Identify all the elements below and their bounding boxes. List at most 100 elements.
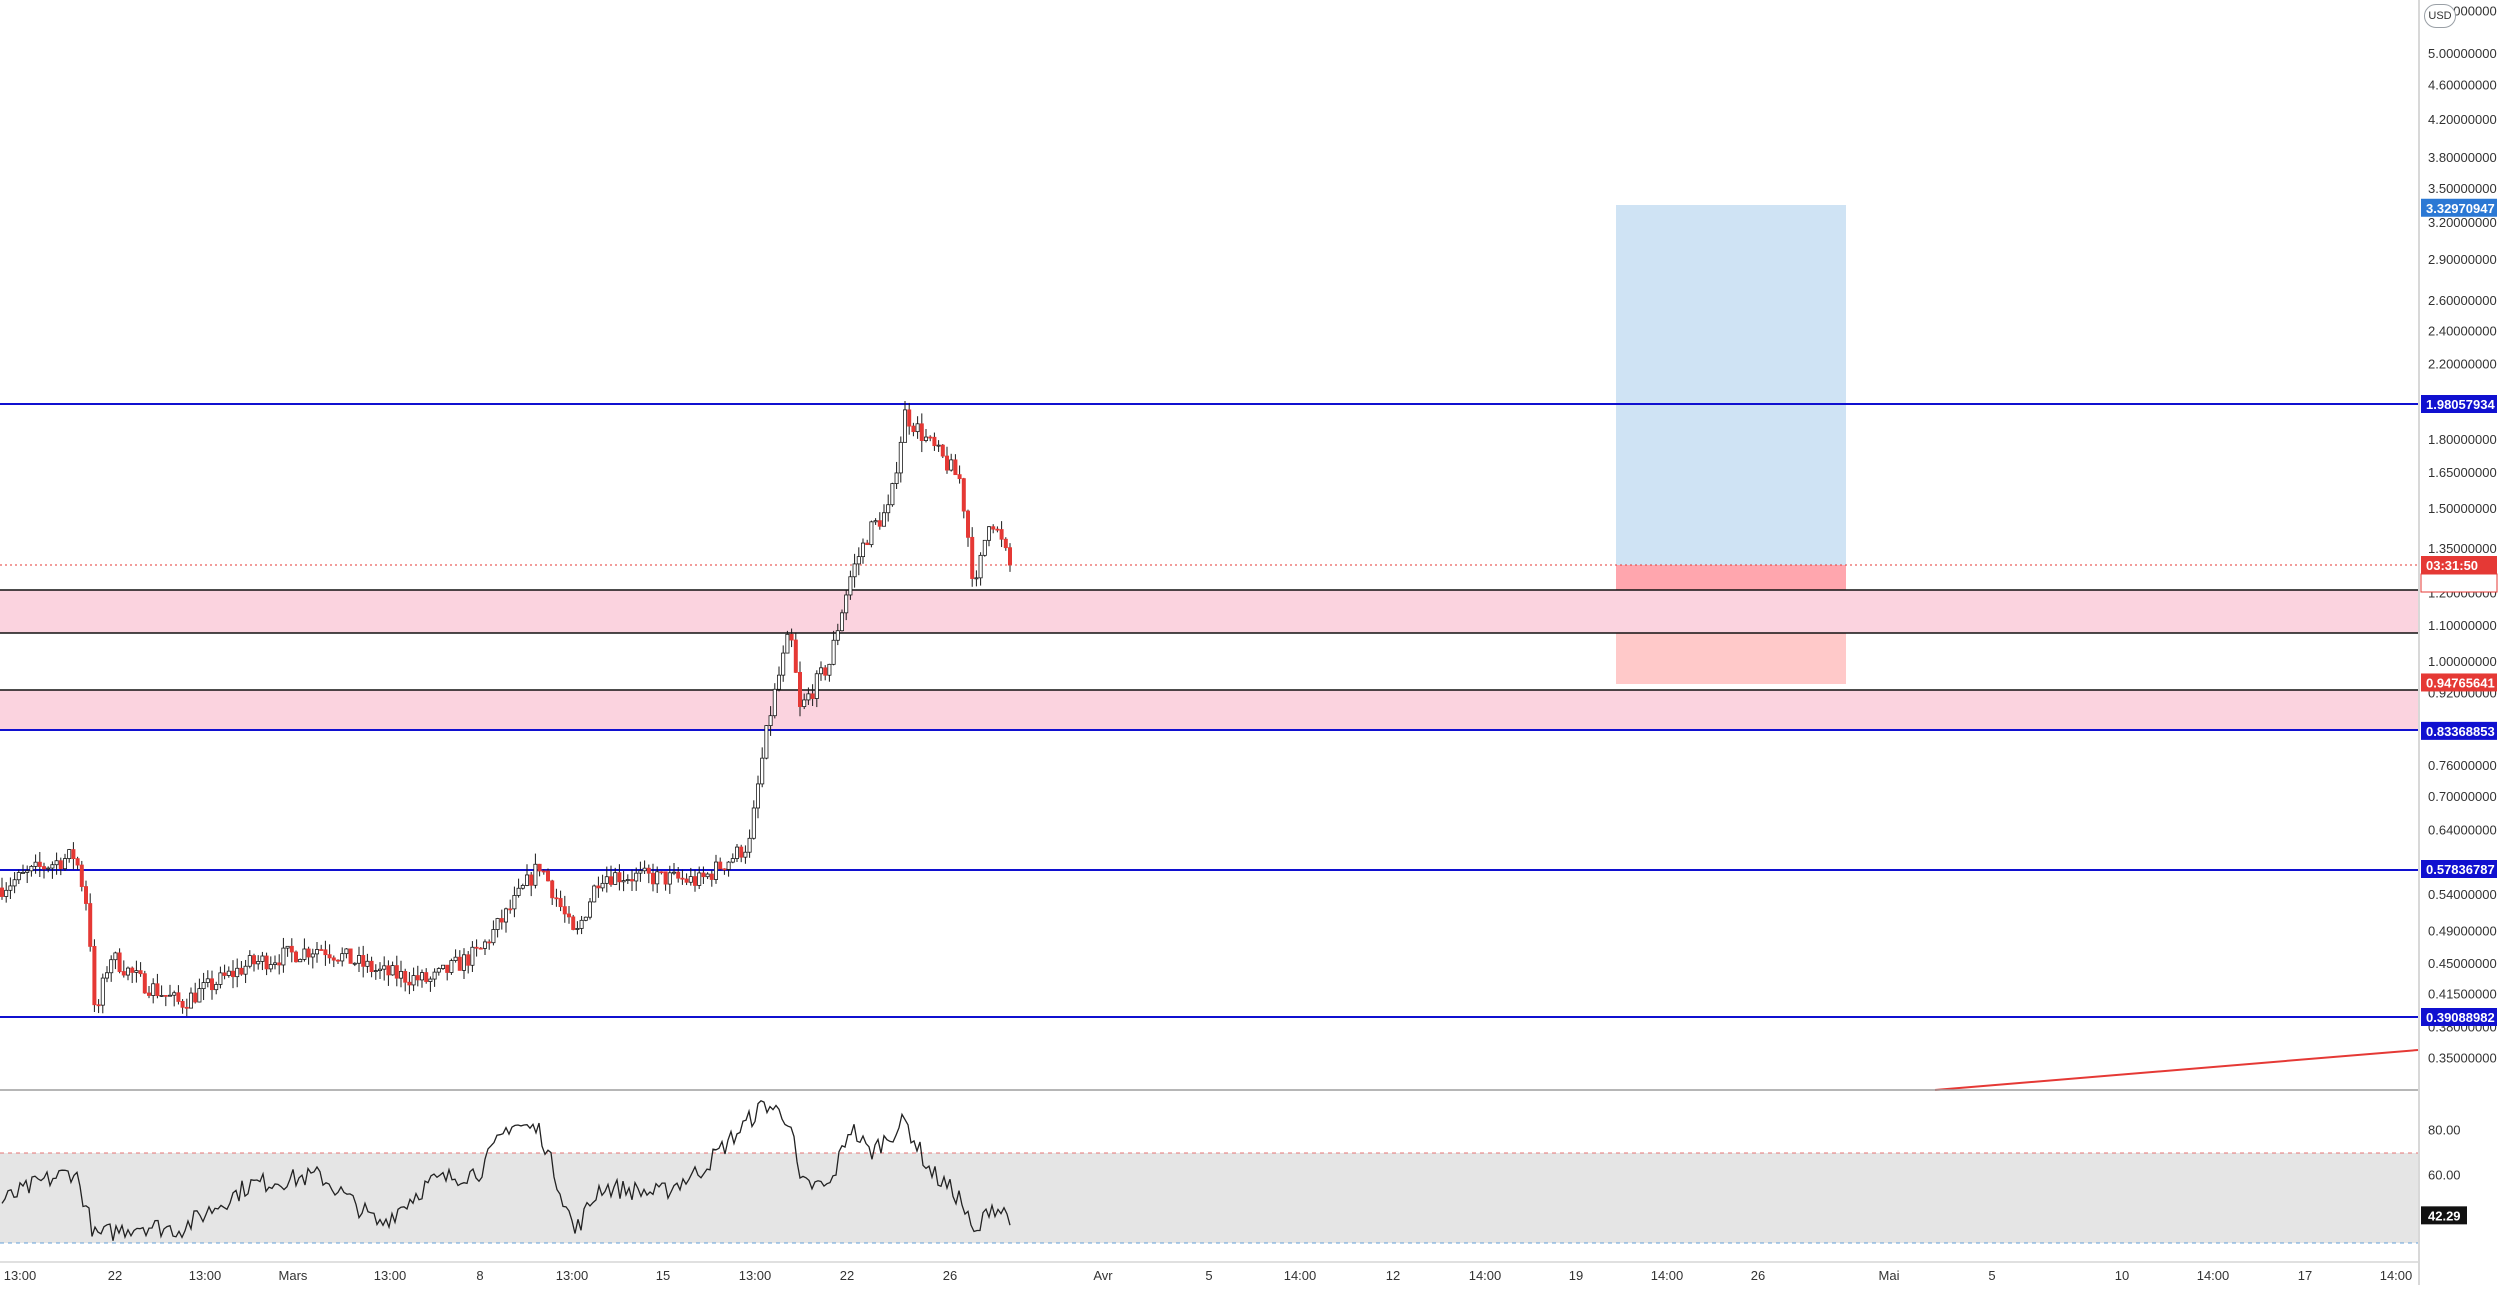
- candle: [777, 666, 782, 692]
- price-axis-label: 1.80000000: [2428, 432, 2497, 447]
- candle: [823, 665, 828, 681]
- candle: [949, 453, 954, 472]
- candle: [886, 494, 891, 522]
- candle: [546, 868, 551, 882]
- support-low-price-tag[interactable]: 0.57836787: [2421, 859, 2497, 878]
- time-axis-label: Avr: [1093, 1268, 1113, 1283]
- candle: [991, 524, 996, 534]
- candle: [940, 443, 945, 459]
- candle: [588, 898, 593, 920]
- candle: [600, 874, 605, 892]
- resistance-price-tag[interactable]: 1.98057934: [2421, 395, 2497, 413]
- candle: [957, 465, 962, 484]
- current-price-tag[interactable]: 1.29283229: [2420, 573, 2498, 593]
- support-mid-price-tag[interactable]: 0.83368853: [2421, 721, 2497, 740]
- candle: [390, 961, 395, 976]
- candle: [419, 969, 424, 988]
- candle: [84, 880, 89, 911]
- candle: [680, 869, 685, 885]
- candle: [424, 968, 429, 984]
- candle: [844, 590, 849, 621]
- candle: [932, 432, 937, 451]
- price-pane[interactable]: [0, 205, 2419, 1091]
- candle: [516, 878, 521, 898]
- price-axis[interactable]: 5.600000005.000000004.600000004.20000000…: [2418, 0, 2498, 1285]
- time-axis-label: 26: [943, 1268, 957, 1283]
- candle: [936, 440, 941, 452]
- candle: [151, 978, 156, 1004]
- candle: [386, 960, 391, 986]
- support-low-price-tag-text: 0.57836787: [2426, 862, 2495, 877]
- price-axis-label: 0.54000000: [2428, 887, 2497, 902]
- candle: [978, 552, 983, 586]
- candle: [621, 870, 626, 892]
- candle: [37, 851, 42, 878]
- candle: [134, 960, 139, 983]
- candle: [377, 962, 382, 979]
- rsi-current-tag[interactable]: 42.29: [2421, 1206, 2467, 1225]
- candle: [499, 909, 504, 930]
- target-price-tag[interactable]: 3.32970947: [2421, 198, 2497, 217]
- candle: [163, 995, 168, 1007]
- candle: [541, 869, 546, 875]
- candle: [0, 877, 4, 900]
- candle: [205, 970, 210, 988]
- long-position-target-zone[interactable]: [1616, 205, 1846, 565]
- time-axis-label: Mai: [1879, 1268, 1900, 1283]
- countdown-tag[interactable]: 03:31:50: [2421, 556, 2497, 574]
- stop-price-tag[interactable]: 0.94765641: [2421, 673, 2497, 692]
- candle: [373, 964, 378, 980]
- current-price-tag-text: 1.29283229: [2426, 576, 2495, 591]
- candle: [260, 951, 265, 971]
- candle: [491, 920, 496, 946]
- candle: [272, 955, 277, 970]
- candle: [550, 879, 555, 906]
- candle: [411, 967, 416, 992]
- candle: [323, 940, 328, 966]
- candle: [218, 966, 223, 989]
- candle: [861, 538, 866, 564]
- support-bottom-price-tag[interactable]: 0.39088982: [2421, 1008, 2497, 1026]
- time-axis-label: 14:00: [1651, 1268, 1684, 1283]
- candle: [592, 884, 597, 903]
- time-axis-label: 12: [1386, 1268, 1400, 1283]
- candle: [646, 864, 651, 884]
- candle: [432, 968, 437, 987]
- candle: [982, 539, 987, 557]
- time-axis-label: 22: [108, 1268, 122, 1283]
- candle: [445, 964, 450, 981]
- price-axis-label: 2.90000000: [2428, 252, 2497, 267]
- candle: [201, 972, 206, 1001]
- candle: [146, 986, 151, 999]
- time-axis-label: 14:00: [2380, 1268, 2413, 1283]
- candle: [105, 966, 110, 983]
- support-zone-upper[interactable]: [0, 590, 2418, 633]
- candle: [961, 477, 966, 519]
- trend-line[interactable]: [1934, 1049, 2419, 1091]
- candle: [751, 800, 756, 840]
- candle: [567, 905, 572, 924]
- candle: [176, 985, 181, 1005]
- support-zone-lower[interactable]: [0, 690, 2418, 730]
- price-axis-label: 1.65000000: [2428, 465, 2497, 480]
- currency-badge[interactable]: USD: [2424, 4, 2456, 28]
- time-axis[interactable]: 13:00 22 13:00 Mars 13:00 8 13:00 15 13:00 22 26 Av…: [0, 1261, 2418, 1283]
- support-mid-price-tag-text: 0.83368853: [2426, 724, 2495, 739]
- candlestick-series[interactable]: [0, 401, 1013, 1017]
- candle: [428, 976, 433, 992]
- candle: [928, 435, 933, 442]
- candle: [520, 883, 525, 890]
- candle: [222, 964, 227, 980]
- candle: [239, 961, 244, 976]
- candle: [289, 938, 294, 963]
- candle: [609, 865, 614, 887]
- candle: [184, 998, 189, 1017]
- candle: [987, 526, 992, 547]
- rsi-pane[interactable]: [0, 1100, 2418, 1244]
- candle: [693, 869, 698, 892]
- candle: [974, 570, 979, 587]
- candle: [856, 547, 861, 576]
- candle: [890, 482, 895, 507]
